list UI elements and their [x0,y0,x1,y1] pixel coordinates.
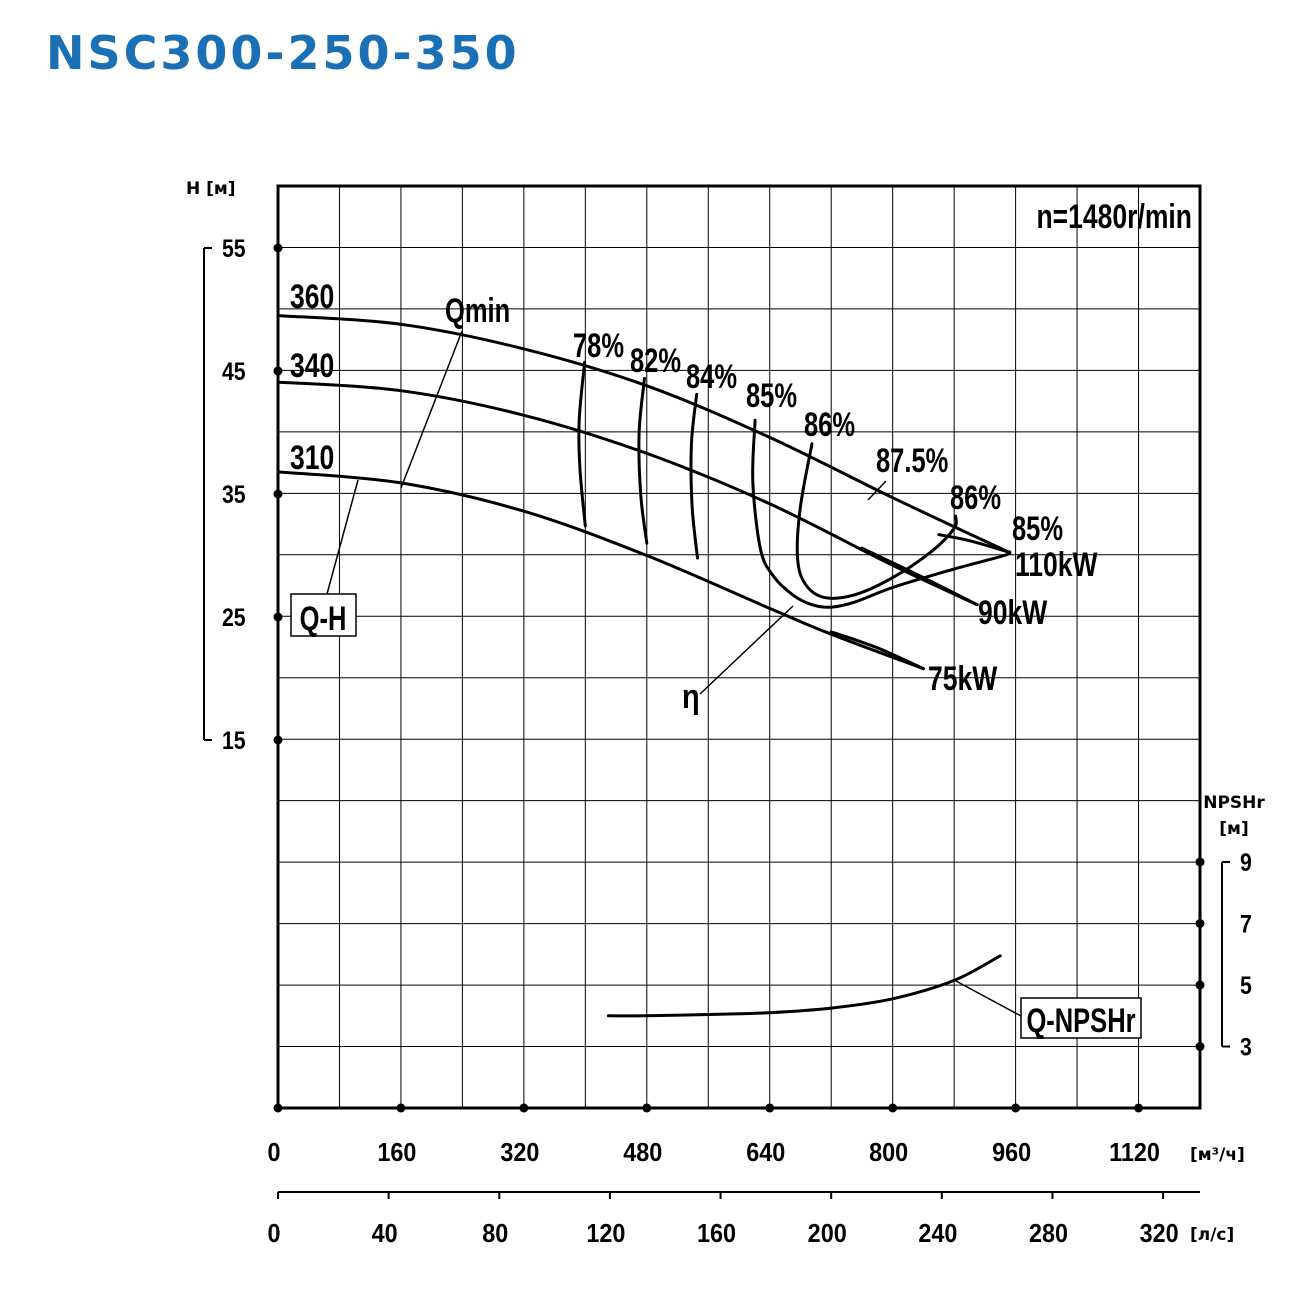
x-tick-label: 0 [267,1139,280,1167]
x2-axis-label: [л/с] [1190,1225,1234,1245]
efficiency-label: 86% [950,480,1001,517]
power-curve [860,546,979,607]
y-axis-label: H [м] [186,179,236,199]
power-label: 90kW [978,594,1047,632]
y2-tick-label: 7 [1240,910,1252,938]
npsh-label-box [1020,997,1142,1039]
y-tick-dot [273,735,283,745]
x2-tick-label: 240 [918,1220,957,1248]
impeller-label: 310 [290,439,334,477]
y2-tick-dot [1195,857,1205,867]
x-tick-dot [642,1103,652,1113]
efficiency-leader-line [867,480,887,501]
x-axis-label: [м³/ч] [1190,1145,1245,1165]
npsh-curve [606,954,1002,1018]
efficiency-curve [751,418,1012,609]
efficiency-label: 85% [1012,511,1063,548]
x-tick-label: 800 [869,1139,908,1167]
plot-frame [276,184,1202,1110]
y2-axis-label: NPSHr [1203,793,1265,813]
y2-tick-dot [1195,919,1205,928]
y-tick-label: 15 [222,726,246,754]
x-tick-dot [273,1103,283,1113]
power-curve [829,630,925,671]
efficiency-curve [637,376,649,545]
x2-tick-label: 40 [372,1220,398,1248]
x-tick-dot [396,1103,406,1113]
y-tick-dot [273,612,283,622]
impeller-label: 360 [290,278,334,316]
x2-tick-label: 320 [1140,1220,1179,1248]
chart-grid [278,186,1200,1108]
y2-tick-dot [1195,980,1205,990]
x-tick-dot [765,1103,775,1113]
qh-label-box [290,593,357,637]
efficiency-label: 82% [630,343,681,380]
y2-axis-unit: [м] [1219,819,1248,839]
eta-label: η [682,677,700,716]
y2-tick-label: 3 [1240,1033,1252,1061]
x-tick-label: 160 [377,1139,416,1167]
x2-tick-label: 280 [1029,1220,1068,1248]
qh-curve-310 [276,470,925,671]
efficiency-curve [795,442,958,600]
efficiency-label: 87.5% [876,443,948,480]
page-title: NSC300-250-350 [46,26,520,80]
eta-leader-line [699,605,794,695]
y2-tick-dot [1195,1042,1205,1051]
qmin-leader-line [400,330,463,489]
qh-curve-360 [276,314,1010,554]
x-tick-dot [519,1103,529,1113]
x2-tick-label: 0 [267,1220,280,1248]
y-tick-dot [273,366,283,376]
qh-label: Q-H [300,601,347,638]
qmin-label: Qmin [445,293,510,330]
efficiency-label: 85% [746,378,797,415]
y-tick-label: 35 [222,480,246,508]
efficiency-label: 84% [686,359,737,396]
x-tick-label: 320 [500,1139,539,1167]
x-tick-dot [888,1103,898,1113]
npsh-label: Q-NPSHr [1026,1003,1135,1040]
y2-tick-label: 9 [1240,848,1252,876]
efficiency-curve [577,360,587,528]
power-label: 110kW [1015,546,1098,584]
y-tick-label: 45 [222,357,246,385]
power-label: 75kW [928,660,997,698]
x-tick-label: 640 [746,1139,785,1167]
impeller-label: 340 [290,347,334,385]
y2-tick-label: 5 [1240,971,1252,999]
y-tick-dot [273,243,283,253]
x2-tick-label: 120 [586,1220,625,1248]
qh-curve-340 [276,380,979,607]
x-tick-label: 960 [992,1139,1031,1167]
speed-label: n=1480r/min [1036,198,1192,236]
x-tick-label: 1120 [1109,1139,1160,1167]
x2-tick-label: 80 [482,1220,508,1248]
power-curve [937,533,1010,554]
x-tick-dot [1134,1103,1144,1113]
efficiency-label: 86% [804,407,855,444]
chart-curves [276,314,1022,1018]
npsh-leader-line [955,980,1022,1017]
y-tick-label: 25 [222,603,246,631]
efficiency-curve [689,392,699,560]
y-tick-dot [273,489,283,499]
qh-leader-line [326,479,359,595]
x2-tick-label: 200 [808,1220,847,1248]
x-tick-label: 480 [623,1139,662,1167]
y-tick-label: 55 [222,234,246,262]
efficiency-label: 78% [573,328,624,365]
x2-tick-label: 160 [697,1220,736,1248]
x-tick-dot [1011,1103,1021,1113]
